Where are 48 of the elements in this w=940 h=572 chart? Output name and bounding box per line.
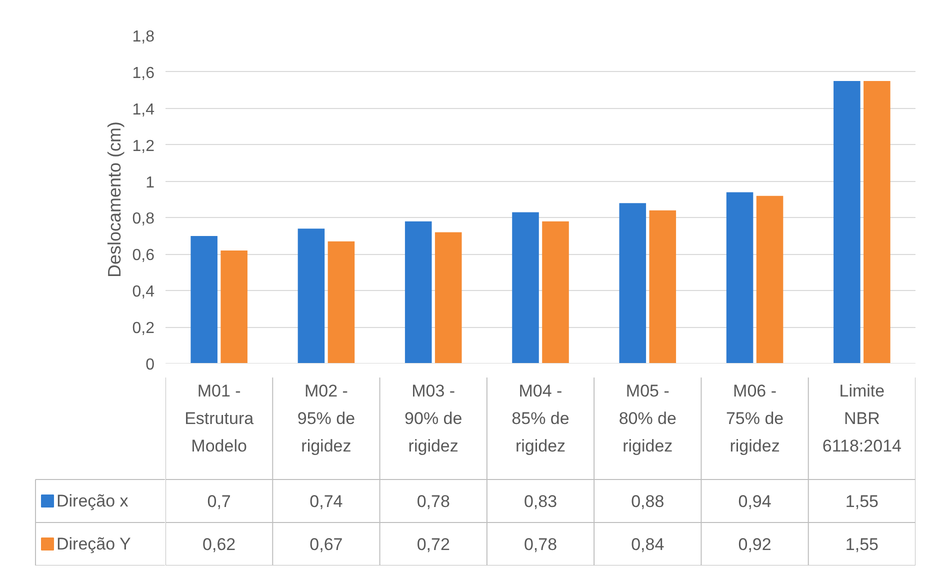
bar [434, 232, 462, 364]
y-tick-label: 1,4 [132, 101, 155, 118]
data-label: 0,78 [416, 492, 450, 511]
data-label: 0,84 [631, 535, 664, 554]
bar [298, 228, 325, 364]
bar [756, 196, 784, 364]
y-tick-label: 1,2 [132, 138, 155, 155]
data-label: 0,94 [738, 492, 772, 511]
bar [328, 241, 355, 364]
x-tick-label: M02 - 95% de rigidez [297, 382, 356, 456]
bar [512, 212, 539, 364]
data-label: 0,74 [310, 492, 343, 511]
x-tick-label: M04 - 85% de rigidez [512, 382, 570, 456]
data-label: 0,7 [207, 492, 231, 511]
x-tick-label: M01 - Estrutura Modelo [184, 382, 254, 456]
y-tick-label: 1,8 [132, 28, 155, 46]
legend-label: Direção x [56, 492, 129, 510]
data-label: 0,72 [416, 535, 450, 554]
data-label: 0,62 [202, 535, 236, 554]
y-axis-title: Deslocamento (cm) [104, 121, 124, 278]
bar [190, 236, 218, 364]
bar [649, 210, 676, 364]
y-tick-label: 0,2 [132, 320, 155, 338]
y-tick-label: 1,6 [132, 64, 155, 82]
legend-label: Direção Y [56, 534, 131, 554]
x-tick-label: M05 - 80% de rigidez [618, 382, 676, 456]
y-tick-label: 0 [146, 356, 155, 374]
data-label: 0,88 [631, 492, 664, 511]
data-label: 0,92 [738, 535, 772, 554]
bar [726, 192, 754, 364]
y-tick-label: 0,6 [132, 247, 155, 264]
x-tick-label: M06 - 75% de rigidez [726, 382, 784, 456]
x-tick-label: M03 - 90% de rigidez [404, 382, 462, 456]
bar [864, 81, 890, 364]
y-tick-label: 0,8 [132, 210, 155, 228]
data-label: 1,55 [845, 535, 878, 554]
bar [834, 81, 860, 364]
bar [404, 221, 432, 364]
data-label: 0,78 [524, 535, 558, 554]
bar [542, 221, 569, 364]
data-label: 0,67 [310, 535, 343, 554]
data-label: 0,83 [524, 492, 558, 511]
bar [220, 250, 248, 364]
data-label: 1,55 [845, 492, 878, 511]
x-tick-label: Limite NBR 6118:2014 [822, 382, 902, 456]
y-tick-label: 0,4 [132, 284, 155, 301]
bar [619, 203, 646, 364]
y-tick-label: 1 [146, 174, 155, 192]
